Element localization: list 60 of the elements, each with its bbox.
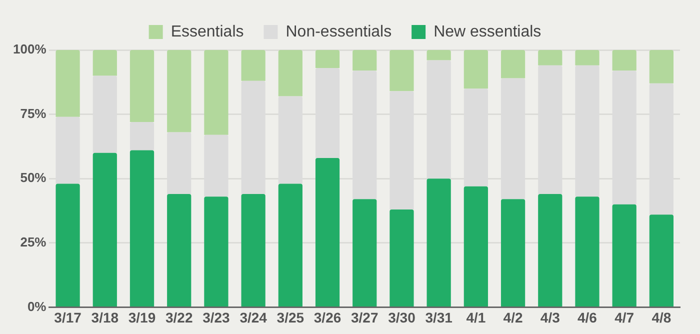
bar — [390, 209, 414, 306]
x-tick-label: 3/17 — [54, 309, 82, 326]
bar — [352, 50, 377, 71]
y-tick-label: 50% — [20, 170, 47, 186]
bar — [575, 50, 600, 66]
bar — [352, 199, 377, 306]
bar — [649, 50, 674, 84]
bar — [241, 194, 266, 306]
x-tick-label: 3/23 — [202, 309, 230, 326]
x-tick-label: 3/25 — [276, 309, 304, 326]
x-tick-label: 3/26 — [314, 309, 342, 326]
bar — [167, 50, 192, 132]
x-tick-label: 3/30 — [388, 309, 416, 326]
bar — [575, 196, 600, 306]
bar — [464, 50, 488, 89]
bar — [612, 50, 636, 71]
bar — [500, 50, 526, 78]
x-tick-label: 4/2 — [503, 309, 523, 326]
bar — [92, 50, 117, 76]
bar — [241, 50, 266, 81]
bar — [130, 50, 154, 122]
bar — [278, 50, 302, 96]
bar — [56, 50, 80, 117]
x-tick-label: 4/1 — [466, 309, 486, 326]
bar — [464, 186, 488, 306]
bar — [204, 50, 228, 135]
x-tick-label: 4/3 — [540, 309, 560, 326]
x-tick-label: 3/27 — [351, 309, 378, 326]
bar — [426, 50, 451, 60]
x-tick-label: 4/8 — [652, 309, 672, 326]
bar — [92, 152, 117, 306]
y-tick-label: 25% — [20, 234, 47, 250]
y-tick-label: 100% — [13, 42, 47, 57]
bar — [167, 194, 192, 306]
bar — [390, 50, 414, 92]
y-tick-label: 0% — [27, 298, 47, 314]
bar — [56, 184, 80, 306]
bar — [612, 204, 636, 306]
bar — [315, 50, 340, 68]
bar — [538, 50, 562, 66]
x-tick-label: 3/24 — [240, 309, 268, 326]
x-tick-label: 3/31 — [425, 309, 453, 326]
legend-label: New essentials — [434, 23, 542, 40]
bar — [649, 214, 674, 306]
x-tick-label: 3/22 — [165, 309, 193, 326]
legend-label: Essentials — [170, 23, 244, 40]
bar — [130, 150, 154, 306]
x-tick-label: 3/18 — [91, 309, 119, 326]
y-tick-label: 75% — [20, 106, 47, 121]
x-tick-label: 4/6 — [578, 309, 598, 326]
bar — [204, 196, 228, 306]
bar — [500, 199, 526, 306]
x-tick-label: 3/19 — [128, 309, 156, 326]
bar — [278, 184, 302, 306]
bar — [426, 178, 451, 306]
legend-label: Non-essentials — [286, 23, 392, 40]
x-tick-label: 4/7 — [614, 309, 634, 326]
bar — [315, 158, 340, 306]
bar — [130, 122, 154, 150]
bar — [538, 194, 562, 306]
